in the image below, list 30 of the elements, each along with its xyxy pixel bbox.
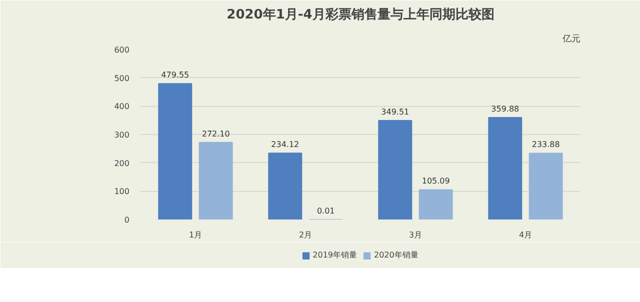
x-tick-label: 3月	[408, 230, 422, 240]
bar	[198, 142, 233, 220]
data-label: 272.10	[202, 129, 230, 138]
data-label: 359.88	[491, 104, 520, 114]
bar	[268, 152, 302, 220]
bar	[418, 189, 453, 220]
data-label: 105.09	[422, 176, 450, 186]
y-tick-label: 600	[114, 46, 130, 54]
bar	[158, 83, 192, 220]
legend-label: 2019年销量	[312, 250, 357, 260]
x-tick-label: 4月	[518, 230, 532, 240]
legend-label: 2020年销量	[374, 250, 418, 260]
bar	[378, 120, 412, 220]
bar	[528, 152, 563, 220]
data-label: 479.55	[161, 70, 190, 80]
x-tick-label: 1月	[188, 230, 202, 240]
chart-title: 2020年1月-4月彩票销售量与上年同期比较图	[226, 6, 494, 22]
y-tick-label: 500	[114, 74, 130, 83]
x-tick-label: 2月	[298, 230, 312, 240]
data-label: 233.88	[532, 140, 560, 150]
data-label: 0.01	[316, 206, 335, 216]
bar	[488, 117, 522, 220]
y-axis-title: 亿元	[562, 34, 580, 44]
y-tick-label: 200	[114, 158, 130, 168]
y-tick-label: 300	[114, 130, 130, 140]
data-label: 234.12	[271, 140, 300, 150]
y-tick-label: 0	[124, 216, 130, 224]
y-tick-label: 100	[114, 187, 130, 196]
y-tick-label: 400	[114, 102, 130, 112]
data-label: 349.51	[381, 107, 410, 116]
